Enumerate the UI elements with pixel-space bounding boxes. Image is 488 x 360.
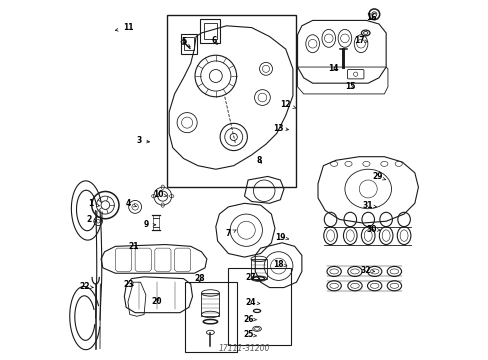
Bar bbox=[181, 34, 196, 54]
Text: 27: 27 bbox=[245, 273, 259, 282]
Text: 18: 18 bbox=[273, 260, 286, 269]
Text: 15: 15 bbox=[345, 82, 355, 91]
Text: 19: 19 bbox=[275, 233, 288, 242]
Text: 14: 14 bbox=[327, 64, 338, 73]
Text: 8: 8 bbox=[256, 156, 261, 165]
Text: 12: 12 bbox=[280, 100, 296, 109]
Bar bbox=[201, 293, 219, 316]
Text: 6: 6 bbox=[211, 36, 217, 45]
Text: 16: 16 bbox=[366, 13, 376, 22]
Bar bbox=[185, 282, 237, 352]
Text: 13: 13 bbox=[273, 123, 288, 132]
Bar bbox=[250, 259, 266, 279]
Bar bbox=[200, 19, 220, 42]
Text: 31: 31 bbox=[362, 201, 376, 210]
Text: 21: 21 bbox=[128, 242, 138, 251]
Text: 24: 24 bbox=[245, 298, 259, 307]
Text: 28: 28 bbox=[194, 274, 204, 283]
Text: 30: 30 bbox=[366, 225, 379, 234]
Text: 11: 11 bbox=[115, 23, 133, 32]
Text: 7: 7 bbox=[225, 229, 236, 238]
Text: 2: 2 bbox=[86, 215, 97, 224]
Text: 26: 26 bbox=[243, 315, 256, 324]
Text: 22: 22 bbox=[80, 282, 93, 291]
Bar bbox=[228, 268, 290, 345]
Bar bbox=[203, 23, 217, 39]
Text: 23: 23 bbox=[123, 280, 134, 289]
Text: 3: 3 bbox=[136, 136, 149, 145]
Text: 17: 17 bbox=[353, 36, 367, 45]
Bar bbox=[184, 37, 194, 50]
Text: 5: 5 bbox=[181, 37, 190, 47]
Text: 20: 20 bbox=[151, 297, 162, 306]
Text: 10: 10 bbox=[153, 190, 166, 199]
Text: 9: 9 bbox=[143, 220, 156, 229]
Text: 25: 25 bbox=[243, 330, 256, 339]
Text: 29: 29 bbox=[371, 172, 385, 181]
Text: 32: 32 bbox=[360, 266, 374, 275]
Bar bbox=[167, 15, 296, 187]
Text: 4: 4 bbox=[125, 199, 136, 208]
Text: 17111-31200: 17111-31200 bbox=[218, 344, 270, 353]
Text: 1: 1 bbox=[87, 199, 99, 208]
